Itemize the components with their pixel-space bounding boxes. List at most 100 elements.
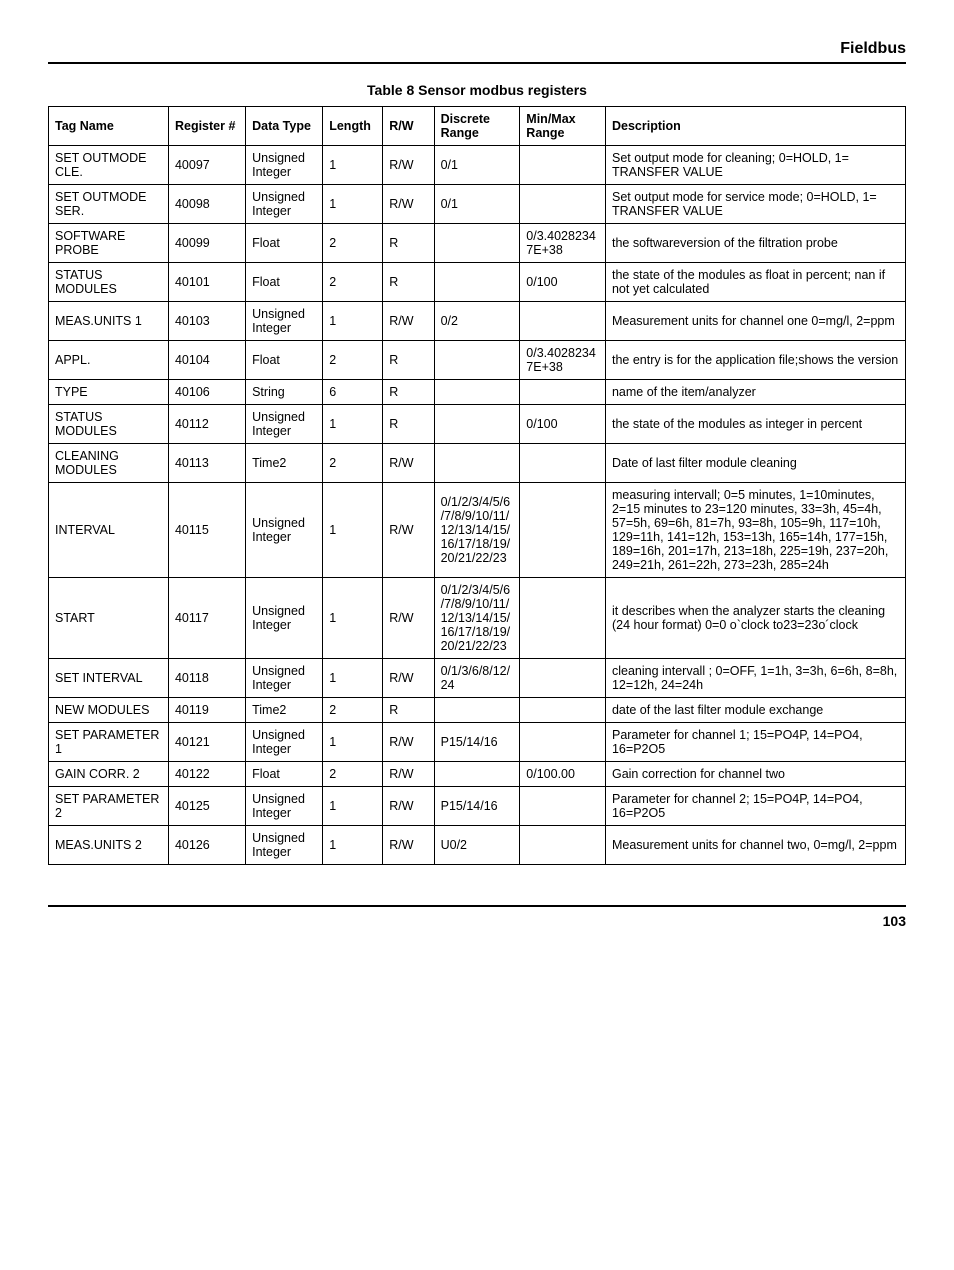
col-length: Length	[323, 107, 383, 146]
table-cell: R/W	[383, 578, 434, 659]
table-cell: R/W	[383, 444, 434, 483]
table-cell	[520, 380, 606, 405]
table-row: MEAS.UNITS 140103Unsigned Integer1R/W0/2…	[49, 302, 906, 341]
table-cell	[520, 826, 606, 865]
table-cell: START	[49, 578, 169, 659]
table-cell: 0/2	[434, 302, 520, 341]
table-cell: name of the item/analyzer	[605, 380, 905, 405]
table-cell: Float	[246, 341, 323, 380]
table-cell: 0/1/3/6/8/12/24	[434, 659, 520, 698]
table-cell: Unsigned Integer	[246, 185, 323, 224]
table-cell: 40104	[168, 341, 245, 380]
table-cell: R/W	[383, 185, 434, 224]
table-row: CLEANING MODULES40113Time22R/WDate of la…	[49, 444, 906, 483]
table-cell: Float	[246, 762, 323, 787]
table-cell: 40122	[168, 762, 245, 787]
table-cell	[520, 698, 606, 723]
col-discrete-range: Discrete Range	[434, 107, 520, 146]
table-cell: Date of last filter module cleaning	[605, 444, 905, 483]
table-cell: SET PARAMETER 2	[49, 787, 169, 826]
table-cell	[520, 185, 606, 224]
table-cell: R/W	[383, 723, 434, 762]
table-cell: 40106	[168, 380, 245, 405]
table-cell: 1	[323, 302, 383, 341]
table-cell: Unsigned Integer	[246, 302, 323, 341]
table-cell	[434, 698, 520, 723]
table-cell: SET OUTMODE CLE.	[49, 146, 169, 185]
table-cell: R/W	[383, 146, 434, 185]
table-cell	[434, 444, 520, 483]
table-cell: SOFTWARE PROBE	[49, 224, 169, 263]
table-cell: Unsigned Integer	[246, 405, 323, 444]
table-row: GAIN CORR. 240122Float2R/W0/100.00Gain c…	[49, 762, 906, 787]
table-cell: 1	[323, 483, 383, 578]
table-cell: GAIN CORR. 2	[49, 762, 169, 787]
table-cell: 40099	[168, 224, 245, 263]
table-row: SET INTERVAL40118Unsigned Integer1R/W0/1…	[49, 659, 906, 698]
table-row: SET PARAMETER 240125Unsigned Integer1R/W…	[49, 787, 906, 826]
table-cell: 40098	[168, 185, 245, 224]
table-cell: Measurement units for channel one 0=mg/l…	[605, 302, 905, 341]
table-cell: String	[246, 380, 323, 405]
table-cell: 0/3.40282347E+38	[520, 224, 606, 263]
table-cell: SET INTERVAL	[49, 659, 169, 698]
table-body: SET OUTMODE CLE.40097Unsigned Integer1R/…	[49, 146, 906, 865]
table-cell: 40101	[168, 263, 245, 302]
table-cell: MEAS.UNITS 1	[49, 302, 169, 341]
table-cell: INTERVAL	[49, 483, 169, 578]
table-cell: R/W	[383, 826, 434, 865]
table-row: TYPE40106String6Rname of the item/analyz…	[49, 380, 906, 405]
table-cell: 40119	[168, 698, 245, 723]
table-cell: R	[383, 698, 434, 723]
table-cell: Unsigned Integer	[246, 659, 323, 698]
table-row: MEAS.UNITS 240126Unsigned Integer1R/WU0/…	[49, 826, 906, 865]
table-cell: 0/1/2/3/4/5/6/7/8/9/10/11/12/13/14/15/16…	[434, 483, 520, 578]
table-cell: APPL.	[49, 341, 169, 380]
table-cell	[520, 146, 606, 185]
table-cell: 40118	[168, 659, 245, 698]
table-cell: NEW MODULES	[49, 698, 169, 723]
table-cell: 2	[323, 762, 383, 787]
table-cell: 2	[323, 224, 383, 263]
table-caption: Table 8 Sensor modbus registers	[48, 82, 906, 98]
table-cell: 0/100.00	[520, 762, 606, 787]
table-cell: 0/100	[520, 263, 606, 302]
table-cell	[520, 787, 606, 826]
col-data-type: Data Type	[246, 107, 323, 146]
table-cell	[520, 723, 606, 762]
col-minmax-range: Min/Max Range	[520, 107, 606, 146]
table-cell: the softwareversion of the filtration pr…	[605, 224, 905, 263]
table-cell: Parameter for channel 2; 15=PO4P, 14=PO4…	[605, 787, 905, 826]
table-cell: R/W	[383, 302, 434, 341]
table-cell	[434, 341, 520, 380]
table-cell: SET OUTMODE SER.	[49, 185, 169, 224]
table-cell: Time2	[246, 698, 323, 723]
table-cell: the entry is for the application file;sh…	[605, 341, 905, 380]
table-cell: R/W	[383, 762, 434, 787]
table-cell	[520, 483, 606, 578]
table-cell: 40103	[168, 302, 245, 341]
table-cell: R	[383, 380, 434, 405]
table-cell: Unsigned Integer	[246, 146, 323, 185]
col-rw: R/W	[383, 107, 434, 146]
table-cell: 1	[323, 787, 383, 826]
table-cell: U0/2	[434, 826, 520, 865]
header-title: Fieldbus	[840, 40, 906, 57]
table-cell	[520, 302, 606, 341]
table-cell: Float	[246, 263, 323, 302]
table-cell: R	[383, 405, 434, 444]
table-cell: R/W	[383, 659, 434, 698]
table-cell: 1	[323, 185, 383, 224]
table-cell: Time2	[246, 444, 323, 483]
table-row: SOFTWARE PROBE40099Float2R0/3.40282347E+…	[49, 224, 906, 263]
table-cell: 1	[323, 146, 383, 185]
table-cell: 6	[323, 380, 383, 405]
table-cell: 40112	[168, 405, 245, 444]
table-cell	[434, 224, 520, 263]
table-cell: 1	[323, 405, 383, 444]
table-row: START40117Unsigned Integer1R/W0/1/2/3/4/…	[49, 578, 906, 659]
table-cell: P15/14/16	[434, 723, 520, 762]
table-cell: 0/3.40282347E+38	[520, 341, 606, 380]
table-cell: Measurement units for channel two, 0=mg/…	[605, 826, 905, 865]
table-row: INTERVAL40115Unsigned Integer1R/W0/1/2/3…	[49, 483, 906, 578]
